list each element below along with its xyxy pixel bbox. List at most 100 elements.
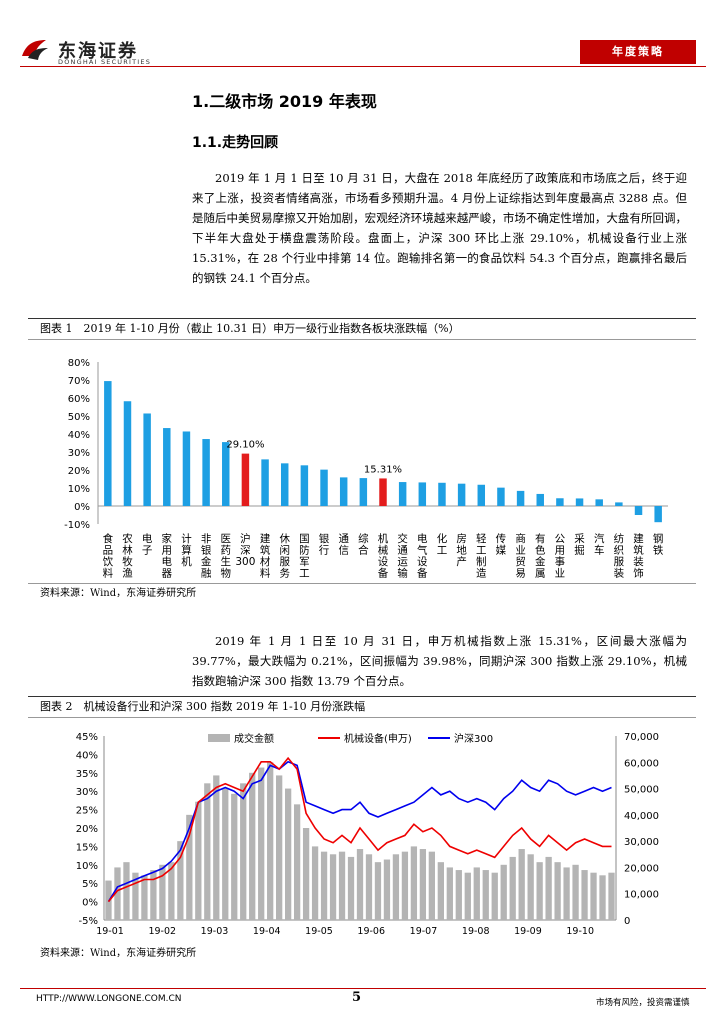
bar-国防军工: [300, 465, 309, 506]
figure-2-title: 图表 2 机械设备行业和沪深 300 指数 2019 年 1-10 月份涨跌幅: [28, 696, 696, 718]
volume-bar: [545, 856, 552, 920]
volume-bar: [464, 872, 471, 920]
category-label-商业贸易: 商业贸易: [515, 532, 526, 580]
volume-bar: [581, 870, 588, 920]
volume-bar: [419, 849, 427, 920]
data-label-沪深300: 29.10%: [226, 440, 264, 451]
volume-bar: [365, 854, 373, 920]
volume-bar: [177, 841, 184, 920]
x-tick-label: 19-09: [514, 926, 542, 937]
paragraph-machinery-index: 2019 年 1 月 1 日至 10 月 31 日，申万机械指数上涨 15.31…: [192, 634, 687, 688]
series-line-机械设备(申万): [107, 756, 612, 903]
volume-bar: [599, 875, 606, 920]
x-tick-label: 19-06: [357, 926, 385, 937]
volume-bar: [356, 849, 364, 920]
bar-家用电器: [163, 428, 171, 506]
category-label-纺织服装: 纺织服装: [614, 532, 625, 580]
category-label-交通运输: 交通运输: [397, 532, 408, 580]
category-label-食品饮料: 食品饮料: [103, 532, 114, 580]
bar-纺织服装: [615, 502, 623, 506]
volume-bar: [329, 854, 337, 920]
x-tick-label: 19-03: [201, 926, 229, 937]
category-label-沪深300: 沪深 300: [235, 532, 255, 568]
y-tick-label: 40%: [68, 430, 90, 441]
volume-bar: [258, 767, 265, 920]
right-tick-label: 60,000: [624, 758, 659, 769]
left-tick-label: 15%: [76, 842, 98, 853]
right-tick-label: 70,000: [624, 732, 659, 743]
category-label-汽车: 汽车: [594, 532, 605, 557]
volume-bar: [114, 867, 121, 920]
x-tick-label: 19-07: [410, 926, 438, 937]
left-tick-label: 40%: [76, 750, 98, 761]
bar-有色金属: [536, 493, 544, 506]
bar-传媒: [497, 487, 505, 506]
category-label-计算机: 计算机: [181, 532, 192, 568]
volume-bar: [509, 856, 516, 920]
x-tick-label: 19-05: [305, 926, 333, 937]
volume-bar: [563, 867, 570, 920]
bar-建筑装饰: [634, 506, 643, 515]
section-heading: 1.二级市场 2019 年表现: [192, 92, 377, 111]
machinery-vs-hs300-line-chart: 45% 40% 35% 30% 25% 20% 15% 10% 5% 0% -5% 70,000 60,…: [76, 732, 659, 937]
x-tick-label: 19-10: [566, 926, 594, 937]
company-logo-icon: [22, 40, 48, 60]
left-tick-label: 30%: [76, 787, 98, 798]
category-label-化工: 化工: [437, 532, 448, 557]
page-number: 5: [352, 990, 362, 1005]
bar-电气设备: [418, 482, 427, 506]
volume-bar: [437, 862, 444, 920]
category-label-综合: 综合: [358, 532, 369, 557]
volume-bar: [455, 870, 462, 920]
category-label-通信: 通信: [338, 533, 349, 557]
bar-采掘: [575, 498, 584, 506]
volume-bar: [491, 872, 498, 920]
volume-bar: [150, 870, 157, 920]
category-label-非银金融: 非银金融: [201, 533, 212, 580]
footer-divider: [20, 988, 706, 989]
footer-url[interactable]: HTTP://WWW.LONGONE.COM.CN: [36, 994, 182, 1004]
volume-bar: [240, 783, 247, 920]
category-label-银行: 银行: [319, 532, 330, 557]
bar-非银金融: [202, 439, 210, 506]
right-tick-label: 20,000: [624, 863, 659, 874]
volume-bar: [401, 851, 409, 920]
left-tick-label: 20%: [76, 824, 98, 835]
x-tick-label: 19-02: [148, 926, 176, 937]
bar-农林牧渔: [123, 401, 132, 506]
legend-label-hs300: 沪深300: [454, 732, 493, 745]
x-tick-label: 19-04: [253, 926, 281, 937]
volume-bar: [320, 851, 328, 920]
bar-商业贸易: [516, 490, 525, 506]
category-label-家用电器: 家用电器: [162, 532, 173, 580]
bar-食品饮料: [104, 381, 112, 506]
category-label-传媒: 传媒: [496, 533, 507, 557]
volume-bar: [293, 804, 301, 920]
volume-bar: [311, 846, 319, 920]
left-tick-label: -5%: [79, 916, 98, 927]
volume-bar: [446, 867, 453, 920]
category-label-电子: 电子: [142, 532, 153, 557]
left-tick-label: 35%: [76, 769, 98, 780]
category-label-房地产: 房地产: [456, 532, 467, 568]
x-tick-label: 19-08: [462, 926, 490, 937]
paragraph-trend-review: 2019 年 1 月 1 日至 10 月 31 日，大盘在 2018 年底经历了…: [192, 171, 687, 285]
x-tick-label: 19-01: [96, 926, 124, 937]
category-label-公用事业: 公用事业: [555, 533, 566, 580]
volume-bar: [536, 862, 543, 920]
legend-swatch-volume: [208, 734, 230, 742]
volume-bar: [347, 856, 355, 920]
right-tick-label: 30,000: [624, 837, 659, 848]
right-tick-label: 10,000: [624, 890, 659, 901]
left-tick-label: 0%: [82, 898, 98, 909]
volume-bar: [338, 851, 346, 920]
volume-bar: [473, 867, 480, 920]
footer-disclaimer: 市场有风险，投资需谨慎: [596, 998, 690, 1008]
report-type-badge: 年度策略: [580, 40, 696, 64]
company-name-en: DONGHAI SECURITIES: [58, 58, 152, 66]
y-tick-label: 60%: [68, 394, 90, 405]
left-tick-label: 5%: [82, 879, 98, 890]
volume-bar: [428, 851, 436, 920]
subsection-heading: 1.1.走势回顾: [192, 135, 279, 151]
y-tick-label: 10%: [68, 484, 90, 495]
